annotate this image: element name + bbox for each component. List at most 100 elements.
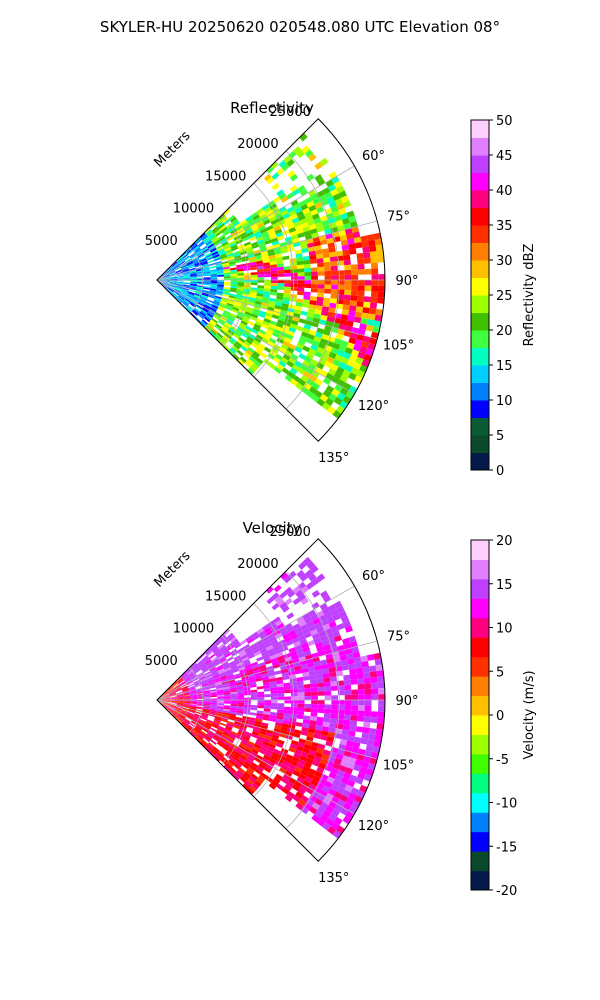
radar-cell (228, 734, 236, 740)
radar-cell (227, 299, 235, 303)
radar-cell (163, 275, 170, 278)
radar-cell (270, 270, 278, 274)
radar-cell (225, 726, 233, 731)
radar-cell (215, 231, 223, 237)
radar-cell (250, 692, 258, 696)
radar-cell (239, 776, 247, 784)
sector-outline (156, 538, 386, 862)
radar-cell (262, 259, 270, 264)
radar-cell (319, 393, 329, 403)
radar-cell (295, 302, 303, 307)
radar-cell (282, 633, 291, 640)
radar-cell (292, 795, 301, 803)
colorbar-tick-label: 40 (496, 184, 513, 199)
radar-cell (316, 747, 325, 754)
radar-cell (242, 680, 250, 685)
radar-cell (220, 338, 227, 345)
radar-cell (204, 746, 211, 753)
radar-cell (204, 735, 212, 741)
radar-cell (203, 281, 211, 283)
radar-cell (340, 615, 350, 623)
radar-cell (197, 240, 204, 247)
radar-cell (289, 743, 298, 750)
radar-cell (190, 242, 196, 248)
colorbar-swatch (471, 295, 489, 313)
radar-cell (234, 643, 242, 649)
radar-cell (212, 736, 219, 742)
radar-cell (334, 338, 342, 345)
radar-cell (328, 200, 337, 209)
radar-cell (276, 363, 285, 371)
radar-cell (222, 684, 230, 688)
radar-cell (234, 298, 242, 303)
radar-cell (239, 322, 247, 328)
radar-cell (344, 284, 352, 291)
colorbar-tick-label: 0 (496, 464, 504, 479)
radar-cell (177, 281, 184, 283)
radar-cell (320, 239, 328, 246)
radar-cell (226, 722, 234, 727)
radar-cell (182, 688, 189, 692)
radar-cell (179, 261, 186, 266)
radar-cell (346, 762, 355, 770)
radar-cell (178, 295, 185, 301)
radar-cell (207, 663, 215, 669)
radar-cell (235, 659, 243, 665)
radar-cell (363, 672, 371, 679)
radar-cell (235, 681, 243, 686)
radar-cell (246, 743, 254, 749)
radar-cell (288, 724, 296, 730)
range-tick-label: 15000 (205, 589, 246, 604)
radar-cell (268, 323, 276, 329)
radar-cell (307, 312, 315, 318)
radar-cell (267, 228, 275, 234)
radar-cell (313, 756, 322, 763)
radar-cell (243, 685, 251, 689)
radar-cell (268, 782, 277, 790)
radar-cell (271, 592, 280, 600)
radar-cell (226, 751, 233, 758)
radar-cell (302, 671, 310, 677)
radar-cell (277, 270, 285, 274)
radar-cell (271, 240, 280, 246)
radar-cell (349, 248, 357, 255)
radar-cell (190, 662, 196, 668)
radar-cell (190, 732, 196, 738)
radar-cell (217, 703, 224, 706)
radar-cell (255, 260, 263, 265)
radar-cell (308, 609, 317, 617)
radar-cell (273, 584, 282, 593)
radar-cell (183, 704, 191, 707)
radar-cell (173, 684, 180, 689)
radar-cell (220, 659, 228, 665)
radar-cell (183, 704, 190, 707)
radar-cell (228, 295, 236, 299)
radar-cell (286, 192, 295, 200)
radar-cell (226, 642, 233, 649)
radar-cell (202, 268, 210, 272)
radar-cell (314, 810, 323, 819)
radar-cell (229, 662, 237, 668)
radar-cell (317, 288, 325, 294)
radar-cell (311, 691, 318, 696)
radar-cell (201, 713, 209, 717)
radar-cell (176, 286, 183, 289)
radar-cell (258, 630, 266, 637)
radar-cell (300, 730, 308, 736)
radar-cell (207, 679, 215, 684)
radar-cell (257, 697, 265, 700)
radar-cell (349, 305, 357, 312)
radar-cell (243, 265, 251, 269)
radar-cell (324, 686, 332, 692)
radar-cell (269, 337, 277, 344)
colorbar-swatch (471, 617, 489, 638)
radar-cell (283, 710, 291, 714)
colorbar-tick-label: 20 (496, 534, 513, 549)
radar-cell (306, 200, 315, 208)
radar-cell (296, 680, 304, 686)
radar-cell (257, 705, 265, 709)
radar-cell (308, 768, 317, 776)
radar-cell (316, 678, 324, 684)
radar-cell (298, 378, 307, 387)
radar-cell (238, 757, 246, 764)
